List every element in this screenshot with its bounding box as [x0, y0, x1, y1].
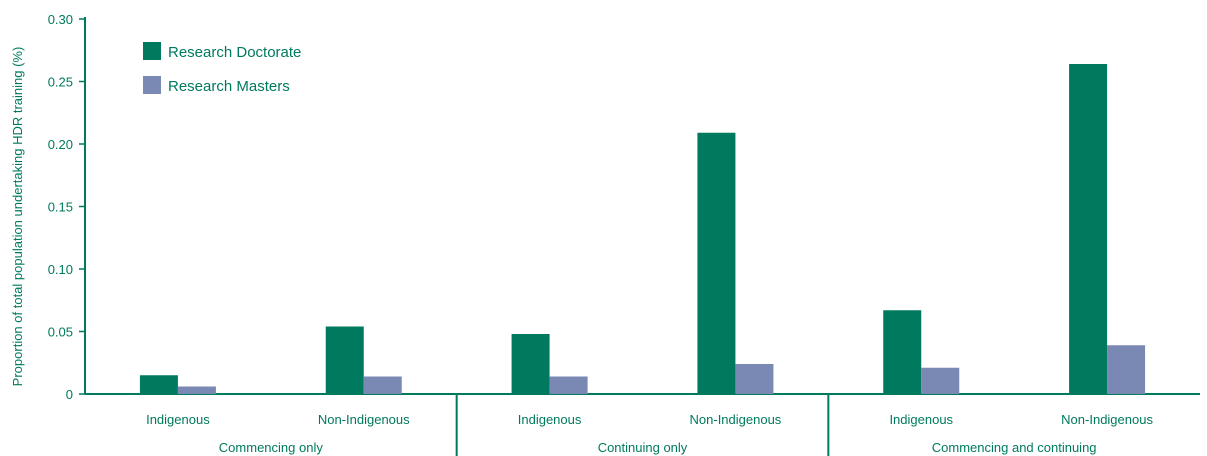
legend-label: Research Doctorate: [168, 44, 301, 61]
bar-research-doctorate: [883, 310, 922, 394]
bar-research-doctorate: [325, 326, 364, 394]
axes: [84, 17, 1200, 395]
y-axis-label-group: Proportion of total population undertaki…: [10, 47, 25, 387]
y-ticks: 0 0.05 0.10 0.15 0.20 0.25 0.30: [48, 12, 85, 402]
bar-research-doctorate: [697, 132, 736, 394]
y-tick-label: 0.20: [48, 137, 73, 152]
category-label: Indigenous: [146, 412, 210, 427]
category-label: Indigenous: [518, 412, 582, 427]
group-label: Continuing only: [598, 440, 688, 455]
y-tick-label: 0.30: [48, 12, 73, 27]
category-label: Indigenous: [889, 412, 953, 427]
bar-research-masters: [549, 376, 588, 394]
group-label: Commencing and continuing: [932, 440, 1097, 455]
y-tick-label: 0.15: [48, 200, 73, 215]
group-labels: Commencing only Continuing only Commencing…: [219, 394, 1097, 456]
legend-swatch: [143, 42, 161, 60]
category-labels: Indigenous Non-Indigenous Indigenous Non-In…: [146, 412, 1153, 427]
bar-research-masters: [177, 386, 216, 394]
bar-research-masters: [921, 367, 960, 394]
y-axis-label: Proportion of total population undertaki…: [10, 47, 25, 387]
y-tick-label: 0: [66, 387, 73, 402]
legend-label: Research Masters: [168, 78, 290, 95]
category-label: Non-Indigenous: [1061, 412, 1153, 427]
bar-research-doctorate: [511, 334, 550, 394]
bar-research-doctorate: [139, 375, 178, 394]
bar-research-masters: [363, 376, 402, 394]
y-tick-label: 0.10: [48, 262, 73, 277]
bar-research-doctorate: [1069, 64, 1108, 394]
bar-research-masters: [1107, 345, 1146, 394]
bars: [139, 64, 1146, 394]
y-tick-label: 0.25: [48, 75, 73, 90]
legend: Research Doctorate Research Masters: [143, 42, 301, 95]
category-label: Non-Indigenous: [690, 412, 782, 427]
bar-research-masters: [735, 364, 774, 394]
y-tick-label: 0.05: [48, 325, 73, 340]
group-label: Commencing only: [219, 440, 324, 455]
category-label: Non-Indigenous: [318, 412, 410, 427]
legend-swatch: [143, 76, 161, 94]
